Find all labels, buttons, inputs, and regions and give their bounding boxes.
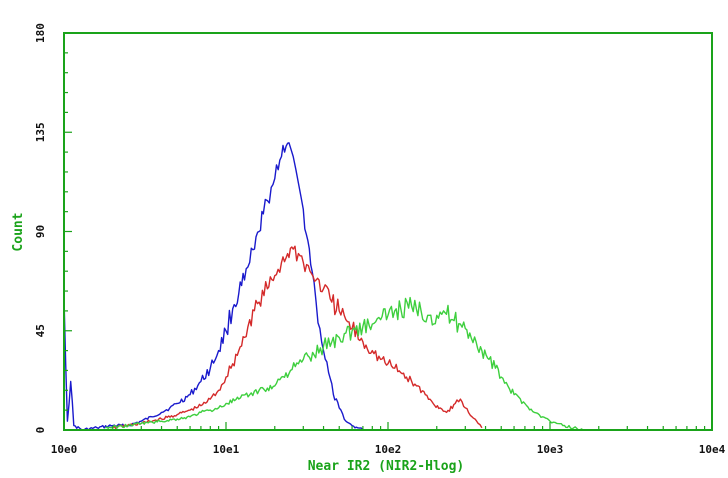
x-tick-label: 10e2 <box>375 443 402 456</box>
x-tick-label: 10e3 <box>537 443 564 456</box>
y-tick-label: 0 <box>34 427 47 434</box>
plot-frame <box>63 32 713 431</box>
y-tick-label: 45 <box>34 324 47 337</box>
y-axis-title: Count <box>11 212 26 251</box>
y-tick-label: 90 <box>34 225 47 238</box>
series-line-2 <box>112 245 483 430</box>
x-tick-label: 10e4 <box>699 443 726 456</box>
series-line-1 <box>63 142 364 431</box>
x-tick-label: 10e0 <box>51 443 78 456</box>
y-axis-ticks: 0 45 90 135 180 <box>34 23 72 433</box>
x-axis-ticks: 10e0 10e1 10e2 10e3 10e4 <box>51 422 726 456</box>
plot-area <box>63 142 584 431</box>
series-line-3 <box>105 296 584 431</box>
y-tick-label: 180 <box>34 23 47 43</box>
x-axis-title: Near IR2 (NIR2-Hlog) <box>308 459 465 474</box>
x-tick-label: 10e1 <box>213 443 240 456</box>
y-tick-label: 135 <box>34 122 47 142</box>
